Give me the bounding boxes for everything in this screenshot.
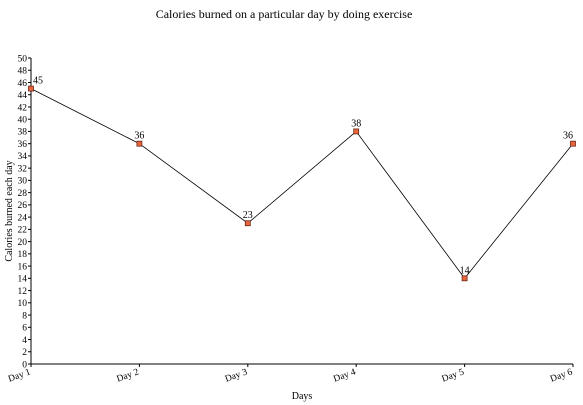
y-tick-label: 24: [18, 213, 28, 223]
y-tick-label: 20: [18, 238, 28, 248]
x-tick-label: Day 6: [549, 367, 574, 384]
data-point: [570, 140, 576, 147]
data-point: [28, 85, 34, 92]
y-tick-label: 12: [18, 287, 28, 297]
series-line-group: [30, 88, 574, 279]
y-axis-ticks: 0246810121416182022242628303234363840424…: [18, 54, 31, 370]
y-tick-label: 8: [22, 311, 27, 321]
data-label: 36: [563, 131, 573, 142]
data-label: 14: [460, 265, 470, 276]
data-label: 38: [351, 118, 361, 129]
y-tick-label: 22: [18, 226, 28, 236]
y-tick-label: 44: [18, 91, 28, 101]
chart-title: Calories burned on a particular day by d…: [156, 7, 413, 21]
data-point: [244, 220, 251, 227]
y-tick-label: 46: [18, 79, 28, 89]
y-tick-label: 2: [22, 348, 27, 358]
axes: [30, 58, 573, 365]
y-tick-label: 50: [18, 54, 28, 64]
y-tick-label: 32: [18, 164, 28, 174]
y-tick-label: 14: [18, 275, 28, 285]
data-label: 45: [33, 76, 43, 87]
y-tick-label: 28: [18, 189, 28, 199]
data-markers: [28, 85, 576, 282]
y-tick-label: 16: [18, 262, 28, 272]
data-point: [136, 140, 143, 147]
y-tick-label: 10: [18, 299, 28, 309]
y-tick-label: 26: [18, 201, 28, 211]
y-tick-label: 38: [18, 128, 28, 138]
x-axis-label: Days: [292, 391, 313, 402]
y-tick-label: 0: [22, 360, 27, 370]
y-tick-label: 18: [18, 250, 28, 260]
data-point: [461, 275, 468, 282]
x-tick-label: Day 2: [115, 367, 140, 384]
data-label: 36: [134, 131, 144, 142]
x-tick-label: Day 5: [441, 367, 466, 384]
y-tick-label: 4: [22, 336, 27, 346]
y-tick-label: 36: [18, 140, 28, 150]
x-tick-label: Day 1: [7, 367, 32, 384]
data-labels: 45 36 23 38 14 36: [33, 76, 573, 277]
x-tick-label: Day 4: [332, 367, 357, 384]
y-tick-label: 34: [18, 152, 28, 162]
x-axis-ticks: Day 1 Day 2 Day 3 Day 4 Day 5 Day 6: [7, 364, 574, 385]
series-line: [30, 88, 574, 279]
y-tick-label: 42: [18, 103, 28, 113]
x-tick-label: Day 3: [224, 367, 249, 384]
y-axis-label: Calories burned each day: [4, 160, 15, 261]
y-tick-label: 48: [18, 67, 28, 77]
data-point: [353, 128, 360, 135]
data-label: 23: [243, 210, 253, 221]
y-tick-label: 6: [22, 324, 27, 334]
y-tick-label: 40: [18, 116, 28, 126]
y-tick-label: 30: [18, 177, 28, 187]
